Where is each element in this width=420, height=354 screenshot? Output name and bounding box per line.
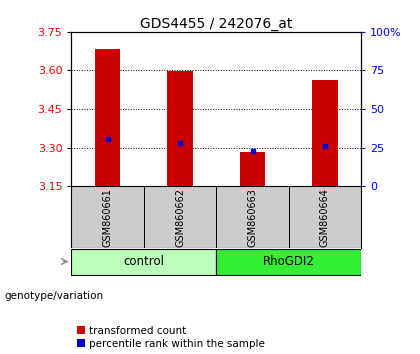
Bar: [168, 71, 193, 186]
Bar: [312, 80, 338, 186]
FancyBboxPatch shape: [71, 250, 216, 275]
Text: GSM860663: GSM860663: [247, 188, 257, 247]
Text: RhoGDI2: RhoGDI2: [263, 255, 315, 268]
Bar: [240, 152, 265, 186]
Text: GSM860662: GSM860662: [175, 188, 185, 247]
Legend: transformed count, percentile rank within the sample: transformed count, percentile rank withi…: [76, 326, 265, 349]
Text: control: control: [123, 255, 164, 268]
Bar: [95, 48, 120, 186]
Text: genotype/variation: genotype/variation: [4, 291, 103, 301]
Text: GSM860661: GSM860661: [102, 188, 113, 247]
Text: GSM860664: GSM860664: [320, 188, 330, 247]
FancyBboxPatch shape: [216, 250, 361, 275]
Title: GDS4455 / 242076_at: GDS4455 / 242076_at: [140, 17, 292, 31]
